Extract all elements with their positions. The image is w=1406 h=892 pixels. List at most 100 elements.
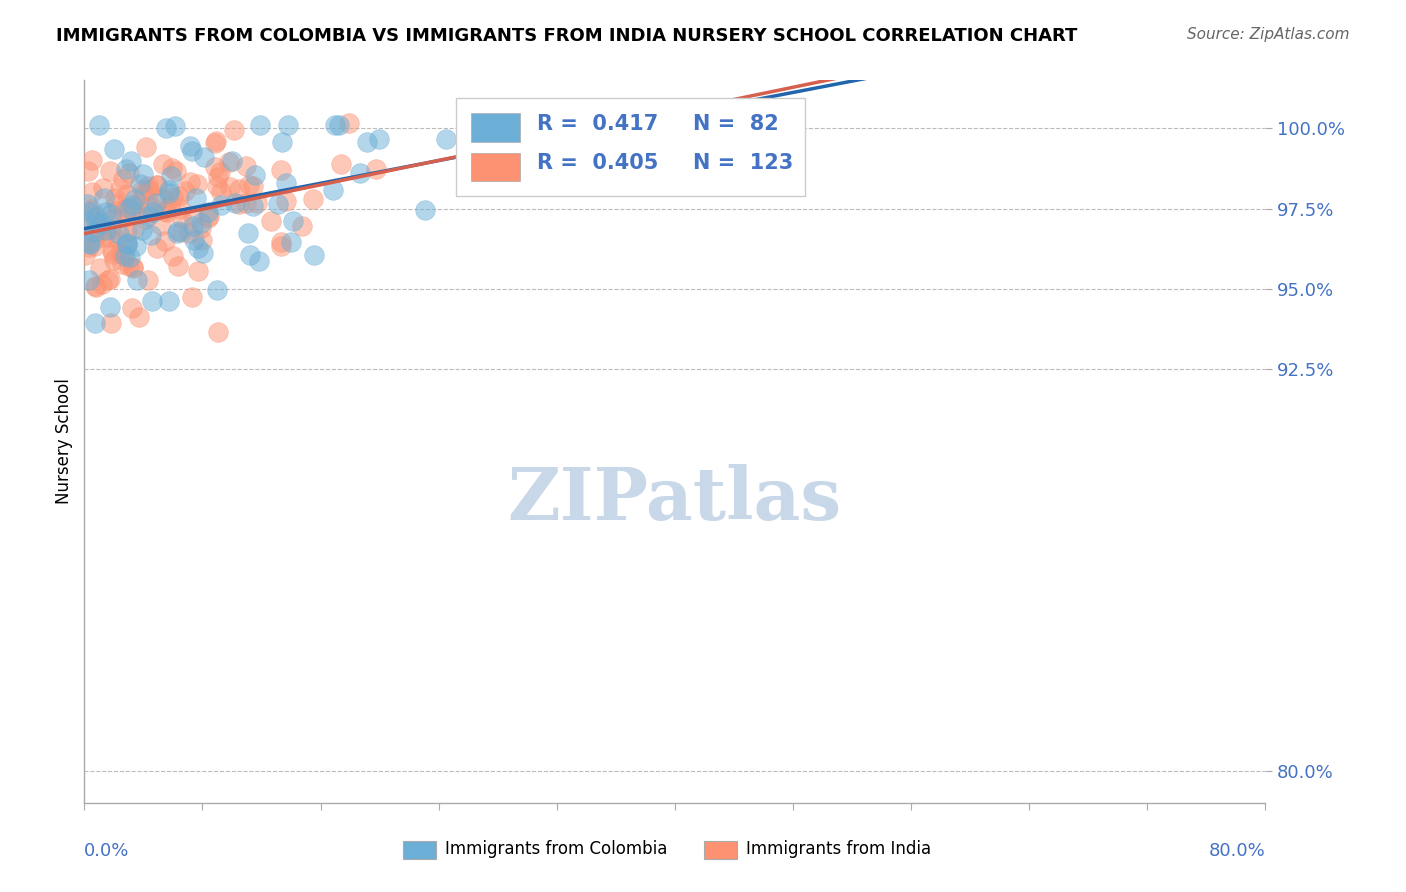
Point <box>139 199 162 213</box>
Point <box>174 184 197 198</box>
Point <box>107 227 129 241</box>
Point <box>118 166 141 180</box>
Point <box>183 233 205 247</box>
Point <box>242 179 264 194</box>
Point <box>179 139 201 153</box>
Point <box>111 257 134 271</box>
Point <box>368 132 391 146</box>
Point <box>266 197 288 211</box>
Point <box>114 161 136 176</box>
Point <box>260 214 283 228</box>
Point <box>84 215 107 229</box>
Point <box>219 179 242 194</box>
Point <box>160 161 183 176</box>
Point <box>243 168 266 182</box>
Point <box>170 225 193 239</box>
Point <box>180 144 202 158</box>
Point <box>103 252 125 267</box>
Point <box>160 169 183 184</box>
Point <box>576 165 599 179</box>
Point <box>281 213 304 227</box>
Point <box>122 260 145 274</box>
Point <box>105 203 128 218</box>
Point <box>181 219 204 234</box>
Point <box>93 191 115 205</box>
Point <box>209 185 232 199</box>
Point <box>249 118 271 132</box>
Point <box>187 241 209 255</box>
Point <box>207 170 229 185</box>
Point <box>302 248 325 262</box>
Point <box>122 222 145 236</box>
Point <box>204 161 226 175</box>
Point <box>236 226 259 240</box>
Point <box>169 202 191 216</box>
Point <box>323 118 346 132</box>
Point <box>101 246 124 260</box>
Text: IMMIGRANTS FROM COLOMBIA VS IMMIGRANTS FROM INDIA NURSERY SCHOOL CORRELATION CHA: IMMIGRANTS FROM COLOMBIA VS IMMIGRANTS F… <box>56 27 1077 45</box>
Point <box>135 139 157 153</box>
Point <box>93 230 115 244</box>
Point <box>197 211 219 226</box>
Point <box>107 233 129 247</box>
Point <box>114 249 136 263</box>
Point <box>91 217 114 231</box>
Point <box>97 230 120 244</box>
Point <box>89 225 111 239</box>
Point <box>162 249 184 263</box>
Point <box>104 191 127 205</box>
Point <box>103 142 125 156</box>
Point <box>235 159 257 173</box>
Point <box>134 212 156 227</box>
Point <box>162 190 184 204</box>
Point <box>163 119 186 133</box>
Point <box>592 145 614 159</box>
Y-axis label: Nursery School: Nursery School <box>55 378 73 505</box>
Point <box>166 164 188 178</box>
Point <box>79 205 101 219</box>
Point <box>169 211 191 225</box>
Point <box>138 273 160 287</box>
Point <box>156 205 179 219</box>
Point <box>89 217 111 231</box>
Point <box>224 195 246 210</box>
Point <box>120 154 142 169</box>
Point <box>155 120 177 135</box>
Point <box>157 294 180 309</box>
Point <box>118 259 141 273</box>
Point <box>238 178 260 192</box>
Point <box>114 202 136 216</box>
Point <box>100 222 122 236</box>
Point <box>204 136 226 150</box>
Point <box>247 254 270 268</box>
Point <box>280 235 302 250</box>
Point <box>329 157 352 171</box>
Point <box>179 175 201 189</box>
Point <box>118 201 141 215</box>
Point <box>100 301 122 315</box>
Point <box>112 172 135 186</box>
Point <box>112 246 135 260</box>
Point <box>131 183 153 197</box>
Point <box>190 233 212 247</box>
Point <box>128 177 150 191</box>
Point <box>84 316 107 330</box>
Point <box>152 157 174 171</box>
Point <box>132 168 155 182</box>
Point <box>94 205 117 219</box>
Point <box>124 192 146 206</box>
Point <box>115 238 138 252</box>
Point <box>166 259 188 273</box>
FancyBboxPatch shape <box>404 841 436 859</box>
Text: N =  82: N = 82 <box>693 113 779 134</box>
Point <box>153 203 176 218</box>
Point <box>190 216 212 230</box>
Point <box>169 189 191 203</box>
Point <box>198 209 221 223</box>
Point <box>208 164 231 178</box>
Point <box>97 273 120 287</box>
Point <box>79 202 101 217</box>
Point <box>270 162 292 177</box>
Point <box>183 209 205 223</box>
Point <box>136 209 159 223</box>
